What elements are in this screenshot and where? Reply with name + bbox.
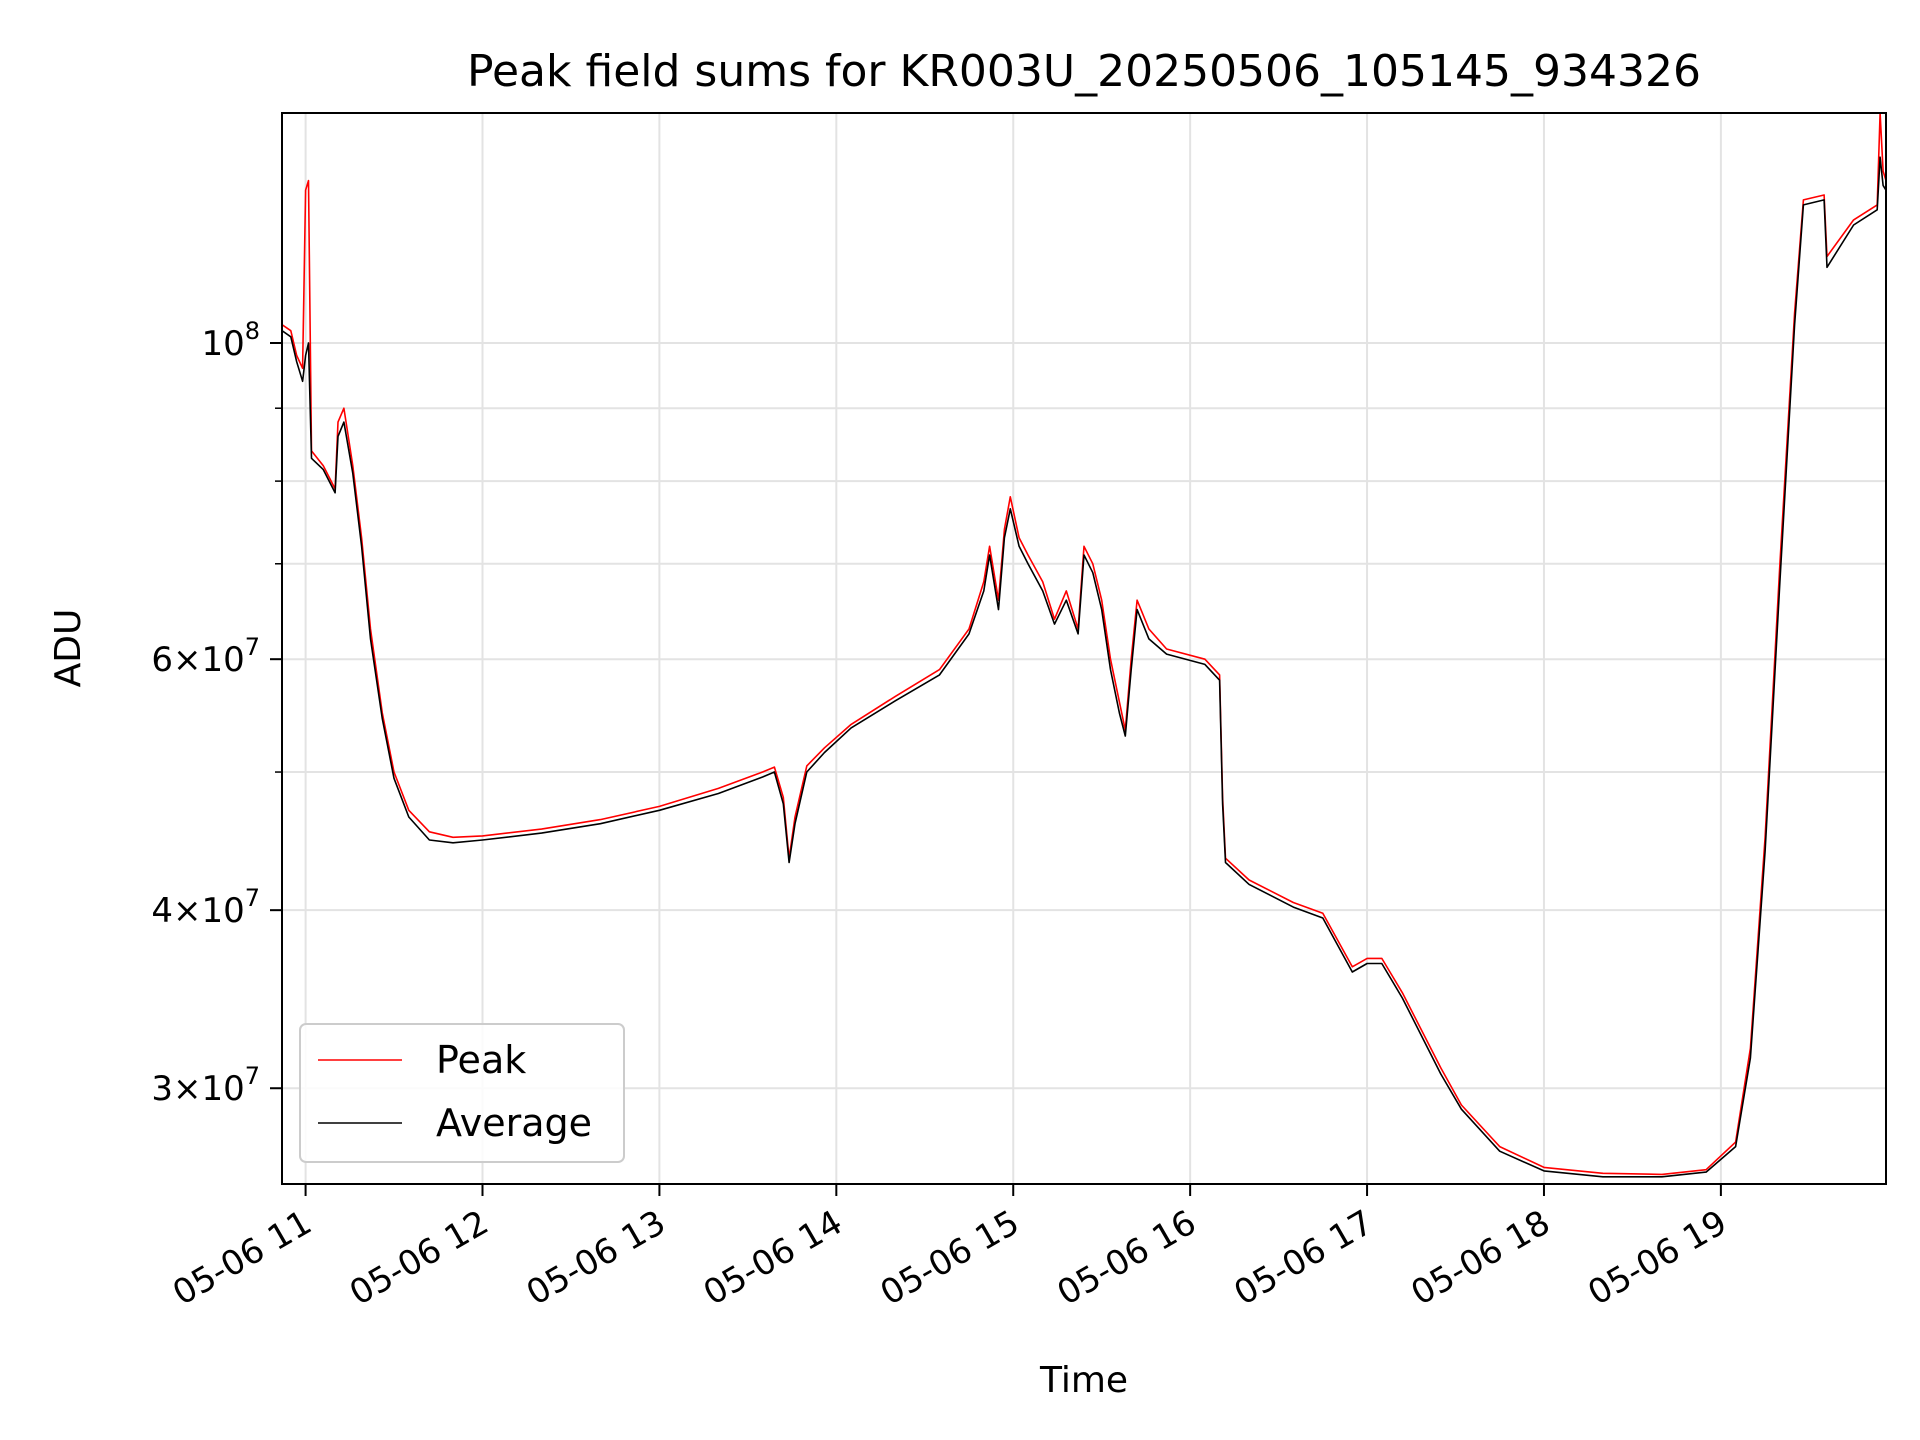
x-tick-label: 05-06 15 — [874, 1203, 1026, 1314]
x-axis-label: Time — [1039, 1360, 1128, 1401]
x-tick-label: 05-06 12 — [343, 1203, 495, 1314]
legend-label-average: Average — [436, 1101, 592, 1145]
legend: Peak Average — [299, 1023, 625, 1163]
x-tick-label: 05-06 11 — [166, 1203, 318, 1314]
x-tick-label: 05-06 18 — [1404, 1203, 1556, 1314]
grid-lines — [282, 113, 1886, 1184]
x-tick-label: 05-06 16 — [1051, 1203, 1203, 1314]
y-tick-label: 6×107 — [151, 633, 260, 680]
y-tick-label: 108 — [201, 317, 260, 364]
x-tick-label: 05-06 19 — [1581, 1203, 1733, 1314]
x-tick-label: 05-06 17 — [1228, 1203, 1380, 1314]
plot-frame — [281, 112, 1887, 1185]
y-tick-label: 4×107 — [151, 884, 260, 931]
chart-title: Peak field sums for KR003U_20250506_1051… — [467, 46, 1701, 97]
x-tick-label: 05-06 13 — [520, 1203, 672, 1314]
x-axis: 05-06 11 05-06 12 05-06 13 05-06 14 05-06 15… — [166, 1184, 1734, 1314]
series-line-average — [282, 156, 1886, 1178]
series-lines — [282, 113, 1886, 1178]
y-axis-label: ADU — [48, 609, 89, 688]
x-tick-label: 05-06 14 — [697, 1203, 849, 1314]
y-axis: 3×107 4×107 6×107 108 — [151, 317, 282, 1109]
y-tick-label: 3×107 — [151, 1062, 260, 1109]
legend-box — [299, 1023, 625, 1163]
series-line-peak — [282, 113, 1886, 1176]
legend-label-peak: Peak — [436, 1038, 526, 1082]
